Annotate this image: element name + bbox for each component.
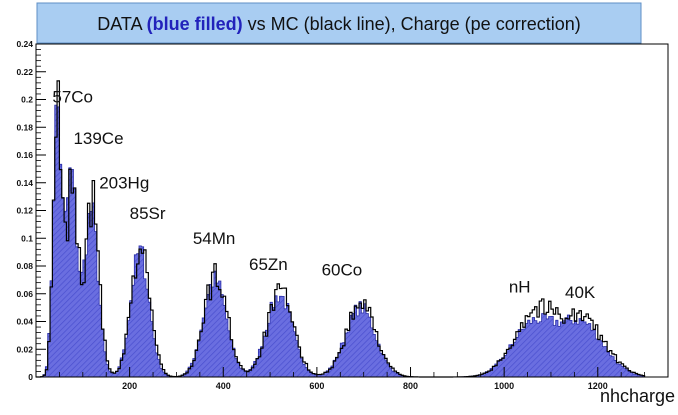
x-tick-label: 400: [216, 381, 231, 391]
y-tick-label: 0.2: [21, 95, 33, 105]
y-tick-label: 0.08: [16, 261, 33, 271]
chart-title-post: vs MC (black line), Charge (pe correctio…: [243, 14, 581, 34]
y-tick-label: 0.22: [16, 67, 33, 77]
y-tick-label: 0.1: [21, 233, 33, 243]
x-tick-label: 1200: [588, 381, 608, 391]
peak-label-40k: 40K: [565, 283, 596, 302]
y-tick-label: 0.16: [16, 150, 33, 160]
peak-label-85sr: 85Sr: [130, 204, 166, 223]
mc-histogram-layer: [36, 80, 646, 378]
y-tick-label: 0.18: [16, 122, 33, 132]
y-tick-label: 0.24: [16, 39, 33, 49]
mc-series-histogram: [36, 80, 646, 378]
peak-label-60co: 60Co: [322, 261, 363, 280]
svg-text:DATA (blue filled) vs MC (blac: DATA (blue filled) vs MC (black line), C…: [97, 14, 580, 34]
peak-label-57co: 57Co: [52, 87, 93, 106]
y-tick-label: 0.02: [16, 344, 33, 354]
x-axis-label: nhcharge: [600, 386, 675, 406]
peak-label-139ce: 139Ce: [73, 129, 123, 148]
y-tick-label: 0.04: [16, 317, 33, 327]
peak-label-65zn: 65Zn: [249, 255, 288, 274]
y-tick-label: 0.12: [16, 206, 33, 216]
peak-label-203hg: 203Hg: [99, 173, 149, 192]
y-tick-label: 0.06: [16, 289, 33, 299]
chart-title-pre: DATA: [97, 14, 146, 34]
data-histogram-layer: [36, 104, 645, 378]
axes: 0 0.02 0.04 0.06 0.08 0.1 0.12 0.14 0.16 0.18 0.2 0…: [16, 39, 645, 391]
peak-annotations: 57Co 139Ce 203Hg 85Sr 54Mn 65Zn 60Co nH 40K: [52, 87, 596, 302]
chart-title-highlight: (blue filled): [147, 14, 243, 34]
chart-title-box: DATA (blue filled) vs MC (black line), C…: [36, 2, 642, 44]
y-tick-label: 0: [28, 372, 33, 382]
x-tick-label: 600: [309, 381, 324, 391]
peak-label-54mn: 54Mn: [193, 229, 236, 248]
x-tick-label: 800: [403, 381, 418, 391]
x-tick-label: 200: [122, 381, 137, 391]
x-tick-label: 1000: [494, 381, 514, 391]
peak-label-nh: nH: [509, 277, 531, 296]
y-tick-label: 0.14: [16, 178, 33, 188]
data-series-histogram: [36, 104, 645, 378]
